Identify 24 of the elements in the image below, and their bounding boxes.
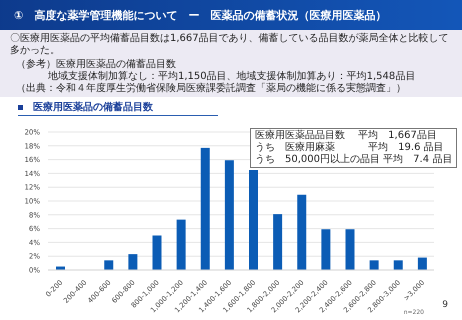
chart-title: ① 高度な薬学管理機能について ー 医薬品の備蓄状況（医療用医薬品） <box>0 0 462 30</box>
bar <box>418 258 427 270</box>
text: （参考）医療用医薬品の備蓄品目数 <box>15 59 177 70</box>
bar <box>104 260 114 270</box>
bar <box>273 214 282 270</box>
annotation: うち 医療用麻薬 平均 19.6 品目 <box>255 142 445 154</box>
bar <box>346 229 354 270</box>
text: （出典：令和４年度厚生労働省保険局医療課委託調査「薬局の機能に係る実態調査」） <box>15 83 407 95</box>
bar <box>128 254 138 270</box>
bar <box>297 194 306 270</box>
text: 〇医療用医薬品の平均備蓄品目数は1,667品目であり、備蓄している品目数が薬局全体と比較して多かった。 <box>10 33 450 57</box>
bar <box>176 220 186 270</box>
bar <box>224 160 234 270</box>
text: 9 <box>442 300 448 310</box>
annotation: うち 50,000円以上の品目 平均 7.4 品目 <box>255 154 452 166</box>
bar <box>200 148 210 270</box>
bar <box>370 260 379 270</box>
bar <box>152 236 162 270</box>
chart-subtitle: 医療用医薬品の備蓄品目数 <box>33 100 153 114</box>
text: 地域支援体制加算なし：平均1,150品目、地域支援体制加算あり：平均1,548品目 <box>47 71 416 82</box>
bar <box>321 229 330 270</box>
annotation: 医療用医薬品品目数 平均 1,667品目 <box>255 130 438 142</box>
bar <box>249 170 258 270</box>
bar <box>394 260 403 270</box>
